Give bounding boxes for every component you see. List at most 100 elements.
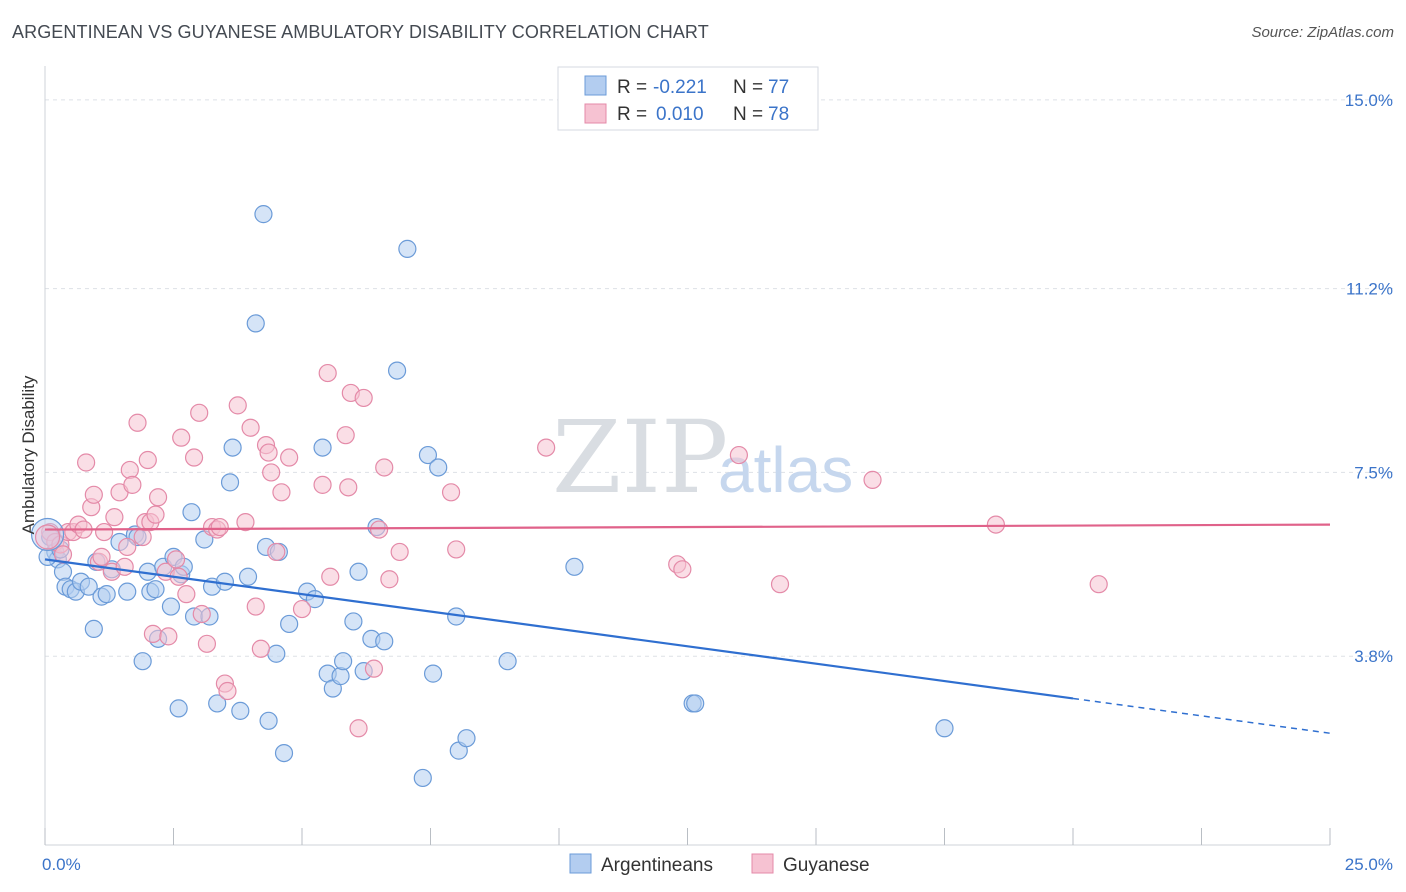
guyanese-point — [380, 570, 399, 589]
guyanese-point — [192, 604, 211, 624]
guyanese-point — [118, 537, 137, 557]
argentinean-point — [429, 458, 448, 477]
argentinean-point — [182, 503, 201, 522]
argentinean-point — [344, 612, 363, 631]
argentinean-point — [280, 614, 299, 634]
guyanese-point — [138, 450, 157, 470]
argentinean-point — [215, 572, 234, 591]
argentinean-point — [349, 562, 368, 581]
bottom-legend-swatch-guyanese — [751, 853, 774, 874]
argentinean-point — [565, 557, 584, 576]
legend-swatch-argentineans — [584, 75, 607, 96]
guyanese-point — [143, 624, 163, 643]
guyanese-point — [339, 478, 358, 497]
argentinean-point — [935, 719, 954, 738]
guyanese-point — [267, 542, 286, 562]
guyanese-point — [262, 463, 281, 482]
argentinean-point — [413, 768, 432, 788]
argentinean-point — [387, 361, 407, 380]
guyanese-point — [148, 488, 168, 507]
guyanese-point — [120, 460, 139, 480]
argentinean-point — [146, 580, 165, 599]
argentinean-point — [259, 711, 278, 730]
guyanese-point — [115, 557, 134, 576]
argentinean-point — [313, 438, 332, 457]
argentinean-point — [208, 694, 227, 713]
guyanese-point — [259, 443, 278, 462]
legend-n-label-2: N = — [733, 104, 763, 125]
argentinean-point — [53, 562, 73, 581]
guyanese-point — [95, 522, 114, 542]
guyanese-point — [863, 470, 882, 489]
guyanese-point — [123, 475, 142, 494]
argentinean-point — [169, 699, 188, 718]
argentinean-point — [398, 239, 417, 258]
legend-swatch-guyanese — [584, 103, 607, 124]
chart-title: ARGENTINEAN VS GUYANESE AMBULATORY DISAB… — [12, 22, 709, 42]
guyanese-point — [34, 524, 61, 550]
guyanese-point — [159, 627, 178, 646]
bottom-legend-swatch-argentineans — [569, 853, 592, 874]
guyanese-point — [375, 458, 394, 477]
y-tick-label: 11.2% — [1346, 280, 1393, 299]
guyanese-point — [105, 508, 124, 527]
guyanese-point — [172, 428, 191, 447]
y-tick-label: 7.5% — [1354, 463, 1393, 482]
guyanese-point — [177, 585, 196, 604]
argentinean-point — [84, 619, 103, 639]
top-legend: R = -0.221 N = 77 R = 0.010 N = 78 — [557, 66, 819, 131]
guyanese-point — [318, 363, 337, 383]
argentinean-trend-line-extension — [1072, 697, 1331, 734]
legend-r-value-2: 0.010 — [656, 104, 704, 125]
argentinean-point — [334, 652, 353, 671]
guyanese-point — [84, 485, 103, 504]
legend-n-value-2: 78 — [768, 104, 789, 125]
argentinean-point — [118, 582, 137, 601]
axes-layer: 3.8% 7.5% 11.2% 15.0% 0.0% 25.0% — [42, 66, 1393, 874]
guyanese-point — [390, 542, 409, 562]
argentinean-point — [79, 577, 98, 596]
x-tick-label: 25.0% — [1345, 855, 1393, 874]
guyanese-point — [246, 597, 265, 616]
guyanese-point — [166, 550, 186, 569]
y-axis-label: Ambulatory Disability — [19, 375, 38, 534]
argentinean-point — [274, 744, 294, 763]
guyanese-point — [986, 515, 1006, 534]
guyanese-point — [77, 453, 96, 472]
argentinean-point — [161, 597, 181, 616]
legend-n-label-1: N = — [733, 77, 763, 98]
argentinean-point — [223, 438, 242, 457]
y-tick-label: 15.0% — [1345, 91, 1393, 110]
guyanese-point — [92, 547, 111, 566]
guyanese-point — [354, 388, 373, 408]
guyanese-point — [447, 540, 466, 559]
guyanese-point — [190, 403, 209, 422]
guyanese-point — [197, 634, 217, 653]
guyanese-point — [370, 520, 389, 539]
argentinean-point — [97, 585, 116, 604]
legend-r-label-1: R = — [617, 77, 647, 98]
guyanese-point — [1089, 575, 1108, 594]
watermark-atlas: atlas — [718, 434, 853, 506]
bottom-legend-label-argentineans: Argentineans — [601, 855, 713, 876]
argentinean-point — [331, 667, 350, 686]
guyanese-point — [184, 448, 204, 467]
guyanese-point — [228, 396, 247, 415]
guyanese-point — [280, 448, 299, 467]
y-tick-label: 3.8% — [1354, 647, 1393, 666]
argentinean-point — [30, 517, 65, 552]
guyanese-point — [673, 560, 692, 579]
guyanese-point — [364, 659, 384, 678]
guyanese-point — [321, 567, 340, 586]
bottom-legend-label-guyanese: Guyanese — [783, 855, 870, 876]
guyanese-point — [729, 445, 749, 465]
chart-source: Source: ZipAtlas.com — [1251, 24, 1394, 41]
x-tick-label: 0.0% — [42, 855, 81, 874]
guyanese-point — [236, 513, 255, 532]
guyanese-point — [441, 483, 461, 502]
guyanese-point — [292, 599, 312, 619]
legend-r-value-1: -0.221 — [653, 77, 707, 98]
watermark-zip: ZIP — [552, 399, 728, 516]
legend-r-label-2: R = — [617, 104, 647, 125]
